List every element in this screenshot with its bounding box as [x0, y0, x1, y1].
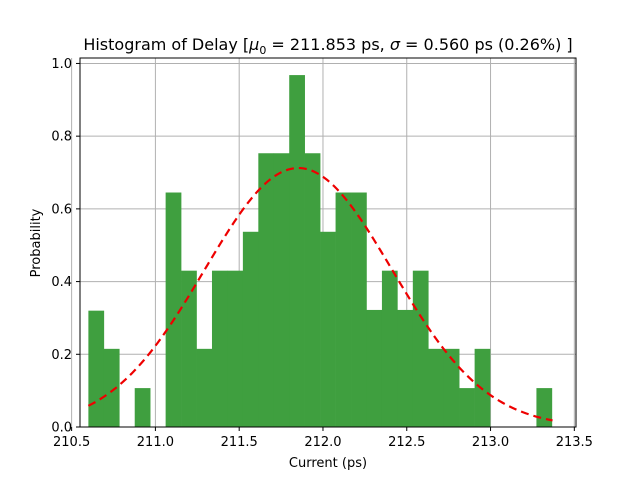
histogram-bar	[443, 348, 460, 427]
histogram-bar	[273, 153, 290, 427]
x-tick-label: 211.0	[137, 435, 174, 450]
y-tick-label: 0.4	[51, 275, 72, 290]
histogram-bar	[165, 192, 182, 427]
normal-fit-curve	[87, 166, 553, 422]
y-tick-label: 0.8	[51, 130, 72, 145]
histogram-bar	[366, 309, 383, 427]
x-tick-label: 212.5	[388, 435, 425, 450]
y-axis-label: Probability	[29, 208, 44, 277]
histogram-bar	[381, 270, 398, 427]
histogram-bar	[242, 231, 259, 427]
histogram-bar	[227, 270, 244, 427]
x-tick-label: 213.0	[472, 435, 509, 450]
histogram-bar	[103, 348, 120, 427]
histogram-bar	[412, 270, 429, 427]
histogram-bar	[428, 348, 445, 427]
y-tick-label: 1.0	[51, 57, 72, 72]
histogram-bar	[211, 270, 228, 427]
histogram-bar	[397, 309, 414, 427]
histogram-bar	[134, 388, 151, 427]
histogram-bar	[459, 388, 475, 427]
histogram-bar	[181, 270, 197, 427]
histogram-bar	[304, 153, 321, 427]
y-tick-label: 0.0	[51, 421, 72, 436]
x-tick-label: 210.5	[53, 435, 90, 450]
histogram-bar	[196, 348, 213, 427]
histogram-bar	[88, 310, 105, 427]
x-tick-label: 213.5	[556, 435, 593, 450]
grid	[71, 58, 576, 428]
y-tick-label: 0.6	[51, 202, 72, 217]
y-axis-ticks: 0.0 0.2 0.4 0.6 0.8 1.0	[51, 57, 80, 436]
histogram-bar	[320, 231, 336, 427]
chart-title: Histogram of Delay [μ0 = 211.853 ps, σ =…	[83, 35, 572, 57]
x-axis-ticks: 210.5 211.0 211.5 212.0 212.5 213.0 213.5	[53, 427, 593, 450]
histogram-bars	[88, 75, 553, 427]
x-tick-label: 211.5	[221, 435, 258, 450]
histogram-bar	[289, 75, 305, 427]
x-axis-label: Current (ps)	[289, 456, 367, 471]
histogram-bar	[536, 388, 553, 427]
y-tick-label: 0.2	[51, 348, 72, 363]
x-tick-label: 212.0	[304, 435, 341, 450]
histogram-bar	[351, 192, 367, 427]
plot-frame	[79, 57, 577, 428]
histogram-bar	[258, 153, 275, 427]
histogram-bar	[335, 192, 352, 427]
